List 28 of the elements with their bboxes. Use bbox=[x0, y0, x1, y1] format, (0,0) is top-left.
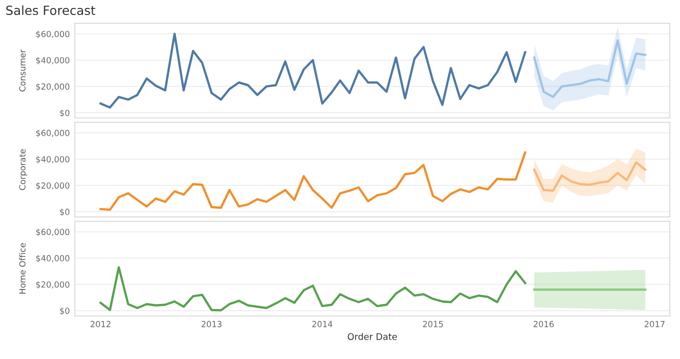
y-tick-label: $40,000 bbox=[36, 156, 70, 164]
y-axis-title: Home Office bbox=[19, 243, 26, 294]
y-tick-label: $0 bbox=[60, 110, 70, 118]
x-tick-label: 2017 bbox=[644, 320, 665, 328]
line-series bbox=[99, 151, 526, 211]
line-series bbox=[533, 161, 646, 192]
line-series bbox=[99, 32, 526, 109]
y-tick-label: $40,000 bbox=[36, 254, 70, 262]
x-tick-label: 2016 bbox=[534, 320, 554, 328]
y-tick-label: $60,000 bbox=[36, 130, 70, 138]
y-tick-label: $60,000 bbox=[36, 30, 70, 38]
x-tick-label: 2015 bbox=[422, 320, 443, 328]
x-tick-label: 2014 bbox=[312, 320, 332, 328]
y-tick-label: $40,000 bbox=[36, 56, 70, 65]
y-axis-title: Consumer bbox=[19, 49, 26, 92]
x-axis-title: Order Date bbox=[348, 333, 397, 340]
line-series bbox=[533, 39, 646, 98]
line-series bbox=[99, 266, 526, 312]
y-axis-title: Corporate bbox=[19, 149, 28, 190]
y-tick-label: $20,000 bbox=[36, 281, 70, 289]
chart-title: Sales Forecast bbox=[6, 5, 96, 16]
y-tick-label: $0 bbox=[60, 208, 70, 216]
x-tick-label: 2012 bbox=[90, 320, 110, 328]
y-tick-label: $20,000 bbox=[36, 83, 70, 91]
x-tick-label: 2013 bbox=[202, 320, 222, 328]
y-tick-label: $60,000 bbox=[36, 228, 70, 236]
y-tick-label: $0 bbox=[60, 307, 70, 316]
y-tick-label: $20,000 bbox=[36, 182, 70, 190]
